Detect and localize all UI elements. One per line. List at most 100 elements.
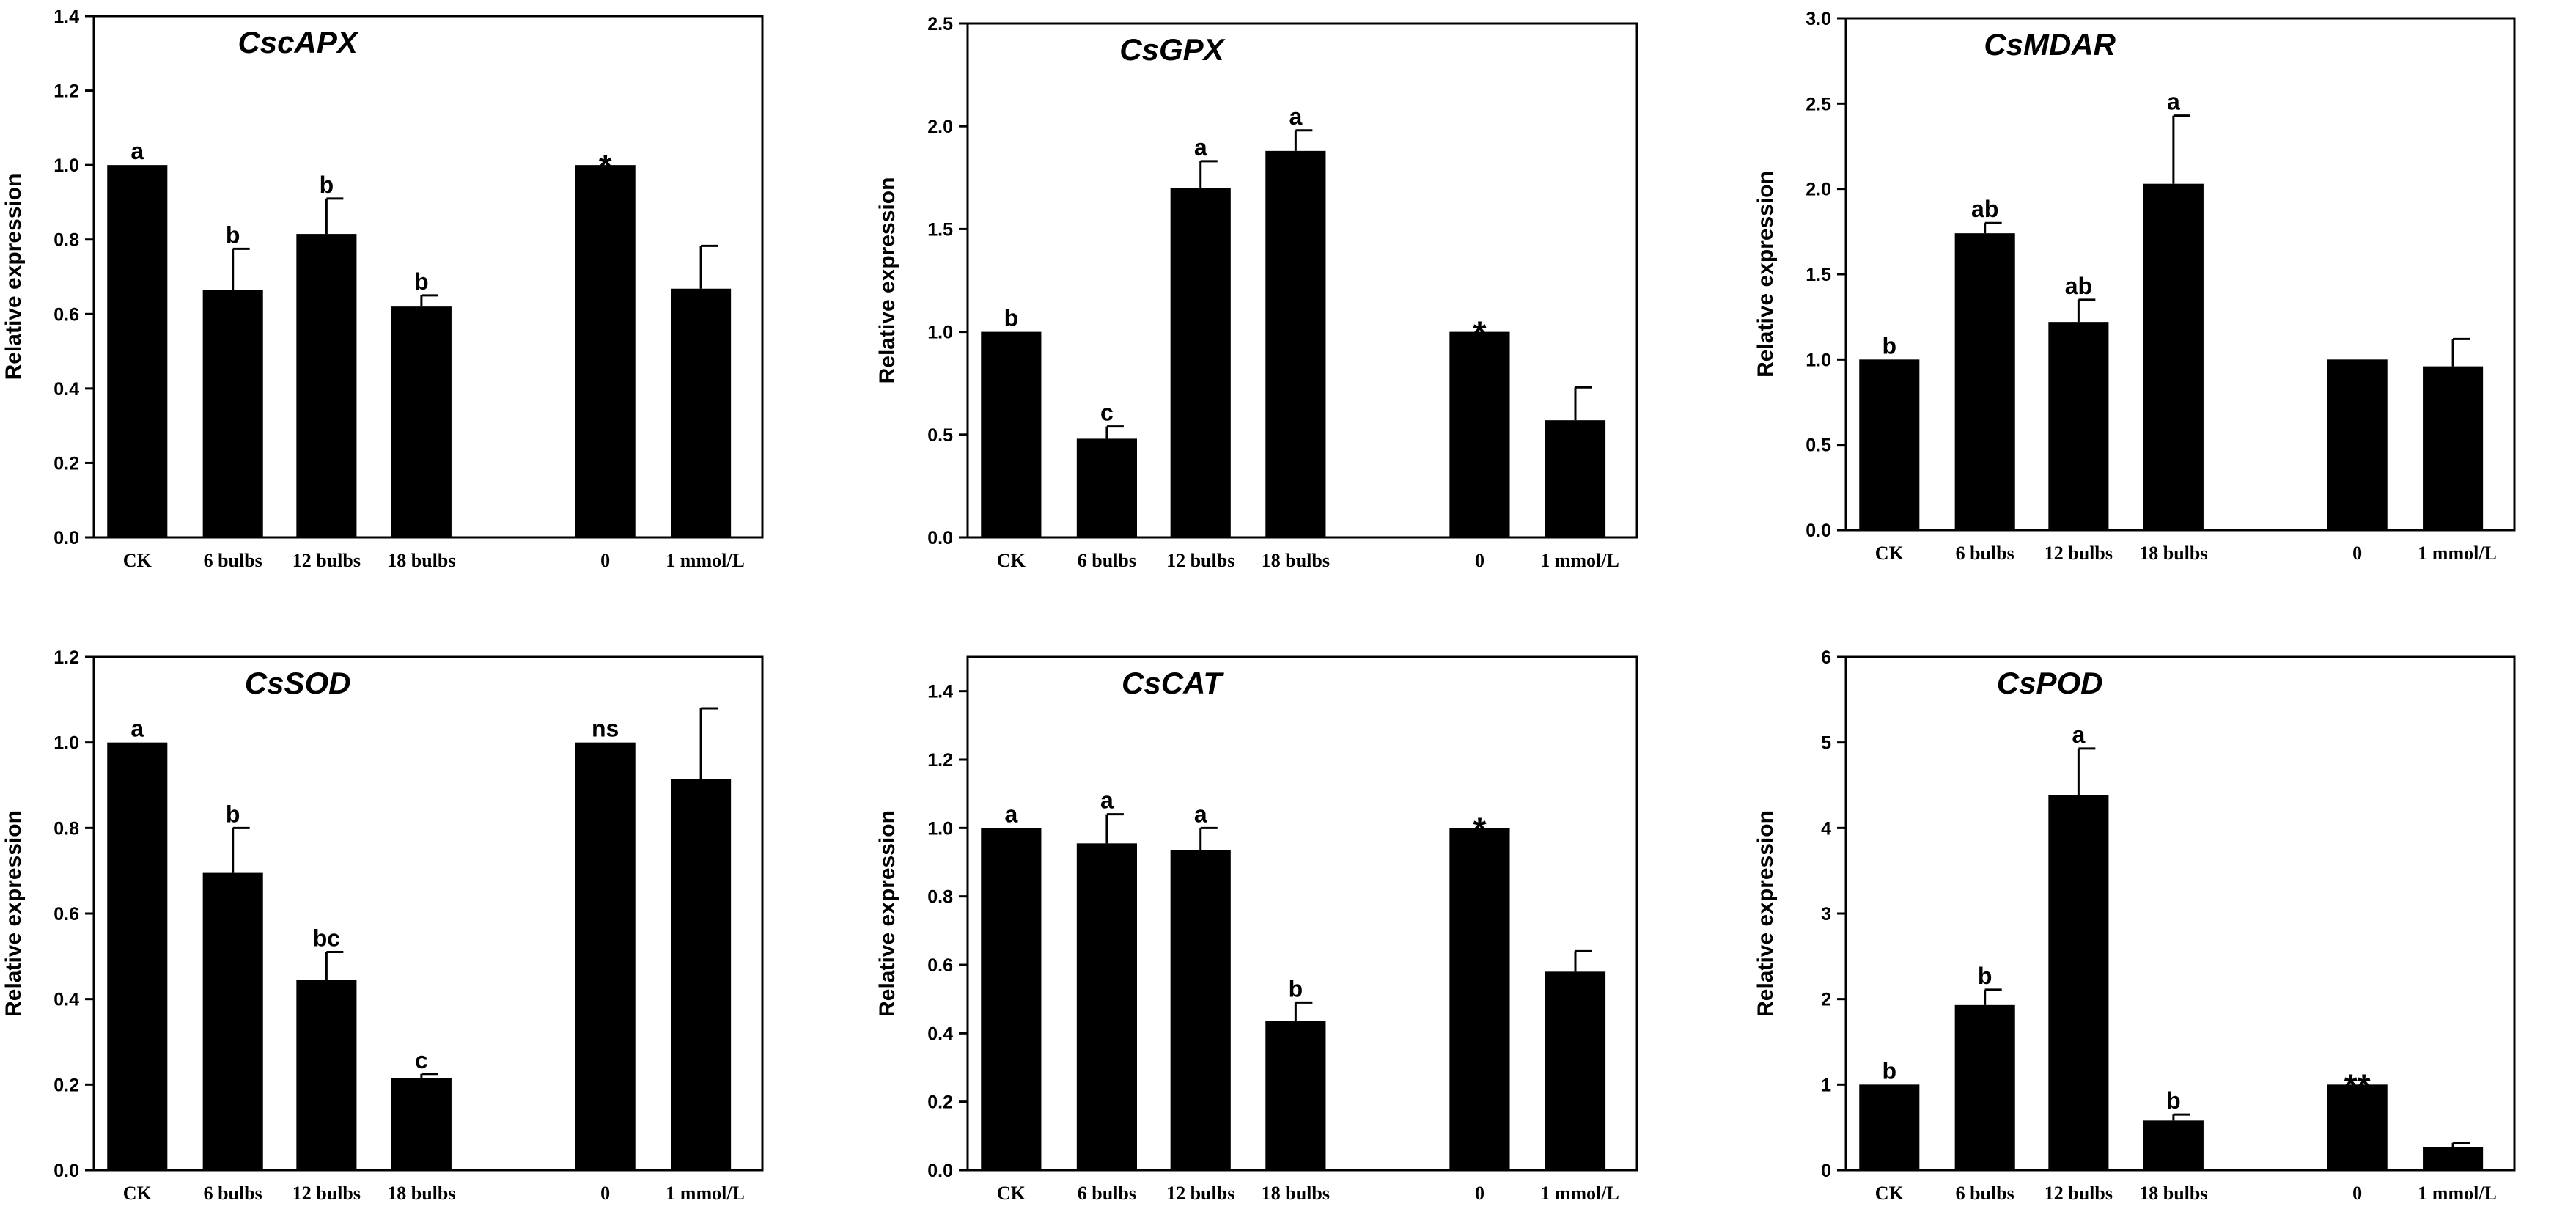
y-tick-label: 0.8 xyxy=(927,887,953,908)
bar-CK xyxy=(981,828,1042,1170)
x-category-label: 12 bulbs xyxy=(292,1183,361,1204)
y-tick-label: 0.4 xyxy=(54,990,79,1010)
bar-1-mmol-L xyxy=(671,288,732,537)
significance-label: b xyxy=(226,221,240,248)
bar-12-bulbs xyxy=(2048,322,2109,530)
significance-label: b xyxy=(1289,975,1303,1002)
x-category-label: 1 mmol/L xyxy=(2418,1183,2497,1204)
x-category-label: 12 bulbs xyxy=(292,550,361,571)
y-tick-label: 0.4 xyxy=(927,1024,953,1044)
x-category-label: CK xyxy=(1875,543,1905,564)
x-category-label: CK xyxy=(997,1183,1026,1204)
bar-CK xyxy=(107,165,168,537)
x-category-label: 1 mmol/L xyxy=(666,1183,745,1204)
x-category-label: 18 bulbs xyxy=(2139,1183,2207,1204)
bar-12-bulbs xyxy=(1170,850,1231,1170)
chart-panel-CscAPX: 0.0 0.2 0.4 0.6 0.8 1.0 1.2 1.4 Relative express… xyxy=(1,7,764,571)
significance-label: ab xyxy=(1971,196,1998,222)
x-category-label: 6 bulbs xyxy=(1078,1183,1136,1204)
significance-label: c xyxy=(415,1047,428,1073)
y-tick-label: 5 xyxy=(1821,733,1831,754)
y-tick-label: 0.0 xyxy=(1806,521,1831,541)
y-tick-label: 1.5 xyxy=(927,219,953,240)
y-tick-label: 0.0 xyxy=(927,528,953,548)
x-category-label: 6 bulbs xyxy=(204,550,262,571)
y-tick-label: 0.2 xyxy=(54,453,79,474)
bar-6-bulbs xyxy=(1076,438,1137,537)
x-category-label: 6 bulbs xyxy=(1956,543,2014,564)
significance-label: b xyxy=(1883,332,1897,359)
y-tick-label: 0.6 xyxy=(927,955,953,976)
y-tick-label: 2.0 xyxy=(1806,180,1831,200)
y-tick-label: 3 xyxy=(1821,904,1831,925)
significance-label: c xyxy=(1100,400,1114,426)
significance-label: b xyxy=(226,801,240,827)
y-tick-label: 2.5 xyxy=(1806,94,1831,114)
significance-label: a xyxy=(1194,134,1207,161)
bar-0 xyxy=(1449,331,1510,537)
bar-18-bulbs xyxy=(391,1078,452,1170)
significance-label: a xyxy=(2072,721,2085,748)
significance-label: b xyxy=(1978,963,1992,989)
x-category-label: 1 mmol/L xyxy=(1540,550,1619,571)
y-axis-label: Relative expression xyxy=(1,174,26,381)
y-axis-label: Relative expression xyxy=(875,177,899,384)
x-category-label: 18 bulbs xyxy=(2139,543,2207,564)
y-tick-label: 4 xyxy=(1821,818,1831,839)
bar-12-bulbs xyxy=(296,234,357,537)
bar-12-bulbs xyxy=(2048,795,2109,1170)
y-axis-label: Relative expression xyxy=(1753,810,1778,1017)
significance-label: a xyxy=(130,138,144,164)
bar-6-bulbs xyxy=(202,290,263,537)
x-category-label: 1 mmol/L xyxy=(666,550,745,571)
y-tick-label: 1.0 xyxy=(1806,350,1831,370)
y-axis-label: Relative expression xyxy=(875,810,899,1017)
significance-label: b xyxy=(414,268,429,295)
x-category-label: 0 xyxy=(1475,550,1484,571)
y-axis-label: Relative expression xyxy=(1753,171,1778,378)
x-category-label: 12 bulbs xyxy=(2045,543,2113,564)
y-tick-label: 0.0 xyxy=(54,1161,79,1181)
x-category-label: CK xyxy=(1875,1183,1905,1204)
significance-label: b xyxy=(2166,1087,2181,1114)
x-category-label: 6 bulbs xyxy=(1956,1183,2014,1204)
bar-6-bulbs xyxy=(202,872,263,1170)
y-tick-label: 1 xyxy=(1821,1075,1831,1095)
significance-label: ** xyxy=(2344,1067,2371,1105)
x-category-label: CK xyxy=(123,550,152,571)
y-tick-label: 1.4 xyxy=(54,7,79,27)
significance-label: a xyxy=(1100,787,1114,814)
x-category-label: 12 bulbs xyxy=(1166,1183,1234,1204)
significance-label: ab xyxy=(2065,273,2092,299)
y-tick-label: 2.5 xyxy=(927,14,953,34)
y-tick-label: 0.6 xyxy=(54,304,79,325)
significance-label: bc xyxy=(313,925,340,952)
y-tick-label: 0.0 xyxy=(927,1161,953,1181)
y-tick-label: 1.0 xyxy=(927,818,953,839)
bar-1-mmol-L xyxy=(671,779,732,1170)
bar-0 xyxy=(2327,1084,2388,1170)
chart-panel-CsMDAR: 0.0 0.5 1.0 1.5 2.0 2.5 3.0 Relative expression… xyxy=(1753,9,2516,564)
x-category-label: 18 bulbs xyxy=(387,1183,455,1204)
y-tick-label: 0.2 xyxy=(927,1092,953,1113)
x-category-label: 18 bulbs xyxy=(387,550,455,571)
x-category-label: 6 bulbs xyxy=(204,1183,262,1204)
significance-label: a xyxy=(1194,801,1207,827)
bar-18-bulbs xyxy=(2143,1120,2204,1170)
y-tick-label: 0.5 xyxy=(927,425,953,446)
y-tick-label: 1.2 xyxy=(54,647,79,668)
bar-18-bulbs xyxy=(391,306,452,537)
significance-label: * xyxy=(1473,810,1486,848)
significance-label: a xyxy=(2167,89,2180,115)
significance-label: a xyxy=(1289,103,1302,130)
x-category-label: 18 bulbs xyxy=(1262,550,1330,571)
y-tick-label: 1.5 xyxy=(1806,265,1831,285)
y-tick-label: 1.0 xyxy=(927,323,953,343)
bar-6-bulbs xyxy=(1954,233,2015,530)
y-tick-label: 0.4 xyxy=(54,379,79,400)
bar-1-mmol-L xyxy=(1545,971,1606,1170)
y-tick-label: 1.4 xyxy=(927,682,953,702)
bar-0 xyxy=(575,165,636,537)
x-category-label: 12 bulbs xyxy=(2045,1183,2113,1204)
x-category-label: 1 mmol/L xyxy=(1540,1183,1619,1204)
